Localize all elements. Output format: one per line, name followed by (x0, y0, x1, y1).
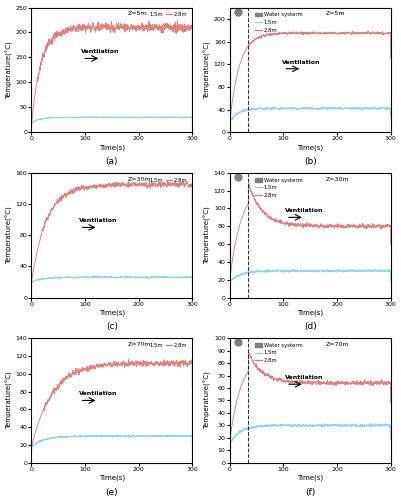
Text: (b): (b) (303, 157, 316, 166)
X-axis label: Time(s): Time(s) (99, 474, 125, 481)
Y-axis label: Temperature(°C): Temperature(°C) (203, 206, 211, 264)
Y-axis label: Temperature(°C): Temperature(°C) (6, 41, 13, 99)
Text: Z=70m: Z=70m (128, 342, 151, 347)
Text: Z=30m: Z=30m (128, 176, 151, 182)
Text: Ventilation: Ventilation (79, 392, 117, 396)
Y-axis label: Temperature(°C): Temperature(°C) (203, 41, 211, 99)
Legend: 1.5m, 2.8m: 1.5m, 2.8m (138, 10, 189, 20)
X-axis label: Time(s): Time(s) (99, 310, 125, 316)
Legend: Water systerm, 1.5m, 2.8m: Water systerm, 1.5m, 2.8m (253, 10, 304, 34)
X-axis label: Time(s): Time(s) (296, 144, 322, 150)
Text: (c): (c) (105, 322, 117, 332)
Text: Z=30m: Z=30m (325, 176, 349, 182)
Text: (d): (d) (303, 322, 316, 332)
Legend: 1.5m, 2.8m: 1.5m, 2.8m (138, 176, 189, 184)
Y-axis label: Temperature(°C): Temperature(°C) (203, 372, 211, 430)
Legend: 1.5m, 2.8m: 1.5m, 2.8m (138, 341, 189, 350)
X-axis label: Time(s): Time(s) (296, 474, 322, 481)
Y-axis label: Temperature(°C): Temperature(°C) (6, 372, 13, 430)
Text: (f): (f) (304, 488, 314, 496)
Y-axis label: Temperature(°C): Temperature(°C) (6, 206, 13, 264)
X-axis label: Time(s): Time(s) (99, 144, 125, 150)
Text: (a): (a) (105, 157, 118, 166)
Legend: Water systerm, 1.5m, 2.8m: Water systerm, 1.5m, 2.8m (253, 341, 304, 365)
Legend: Water systerm, 1.5m, 2.8m: Water systerm, 1.5m, 2.8m (253, 176, 304, 200)
Text: Ventilation: Ventilation (79, 218, 117, 224)
Text: Ventilation: Ventilation (282, 60, 320, 65)
Text: Ventilation: Ventilation (284, 208, 323, 214)
Text: (e): (e) (105, 488, 118, 496)
X-axis label: Time(s): Time(s) (296, 310, 322, 316)
Text: Ventilation: Ventilation (284, 376, 323, 380)
Text: Z=5m: Z=5m (325, 12, 345, 16)
Text: Ventilation: Ventilation (81, 50, 119, 54)
Text: Z=5m: Z=5m (128, 12, 147, 16)
Text: Z=70m: Z=70m (325, 342, 349, 347)
